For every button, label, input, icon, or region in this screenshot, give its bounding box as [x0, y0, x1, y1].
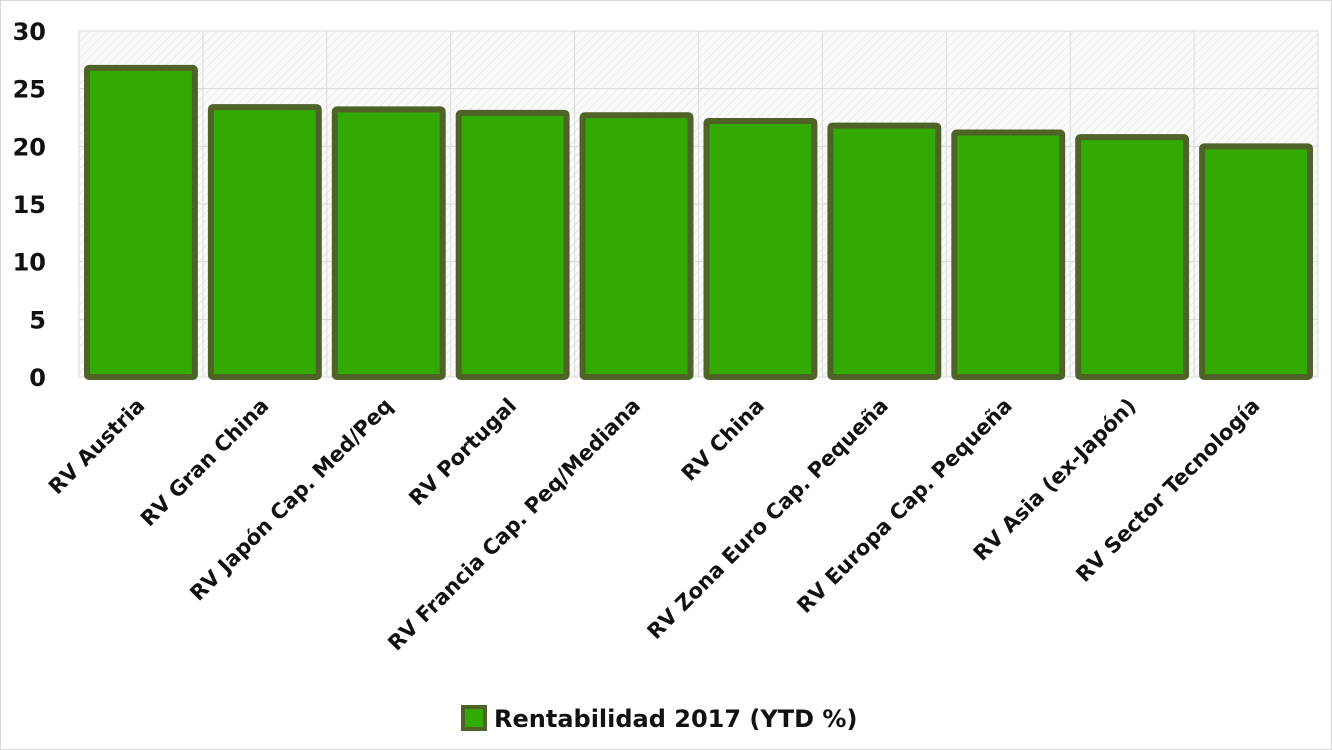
bar: [207, 104, 322, 381]
y-tick-label: 15: [13, 191, 46, 219]
bar: [84, 64, 198, 380]
bar: [827, 122, 942, 380]
bar: [1199, 143, 1313, 380]
bar: [703, 117, 818, 381]
y-tick-label: 20: [13, 133, 46, 161]
x-tick-label: RV Austria: [44, 394, 150, 500]
bar: [331, 106, 446, 380]
x-tick-label: RV Japón Cap. Med/Peq: [185, 394, 397, 606]
legend-swatch: [461, 705, 487, 731]
x-tick-label: RV Zona Euro Cap. Pequeña: [643, 394, 893, 644]
bar: [579, 112, 694, 381]
x-tick-label: RV Gran China: [136, 394, 273, 531]
y-tick-label: 0: [29, 364, 46, 392]
x-tick-label: RV Europa Cap. Pequeña: [792, 394, 1016, 618]
y-tick-label: 10: [13, 249, 46, 277]
bar: [1075, 134, 1190, 380]
y-tick-label: 25: [13, 76, 46, 104]
x-tick-label: RV Francia Cap. Peq/Mediana: [383, 394, 645, 656]
x-tick-label: RV China: [677, 394, 769, 486]
y-tick-label: 30: [13, 18, 46, 46]
x-tick-label: RV Portugal: [404, 394, 521, 511]
y-tick-label: 5: [29, 306, 46, 334]
bar: [455, 109, 570, 381]
bar: [951, 129, 1066, 380]
legend-label: Rentabilidad 2017 (YTD %): [494, 705, 857, 733]
